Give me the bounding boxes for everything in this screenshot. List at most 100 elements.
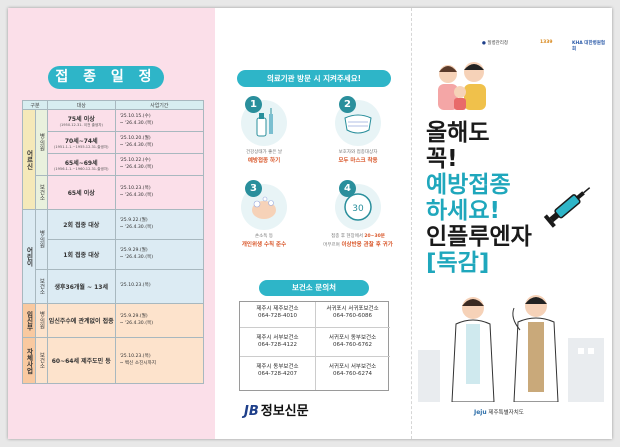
tip-caption: 접종 후 현장에서 (331, 234, 363, 239)
row-start: '25.10.20.(월) (119, 136, 151, 141)
kdca-logo: ● 질병관리청 (482, 41, 509, 46)
tip-caption: 손소독 등 (255, 234, 273, 239)
row-detail: (1951.1.1.~1955.12.31.출생자) (53, 144, 109, 149)
row-start: '25.10.22.(수) (119, 158, 151, 163)
row-end: ~ '26.4.30.(목) (119, 320, 154, 326)
clinic-item: 서귀포시 서귀포보건소 064-760-6086 (315, 306, 390, 328)
clinic-name: 제주시 제주보건소 (256, 306, 299, 312)
tip-action: 개인위생 수칙 준수 (241, 242, 287, 248)
tip-action: 예방접종 하기 (247, 158, 281, 164)
row-target: 60~64세 제주도민 등 (51, 358, 111, 365)
syringe-icon: 1 (241, 96, 287, 146)
headline-line-2: 꼭! (426, 146, 458, 172)
newspaper-watermark: JB 정보신문 (244, 400, 309, 419)
tip-action: 모두 마스크 착용 (338, 158, 378, 164)
headline-line-4: 하세요! (426, 198, 500, 224)
tip-number: 2 (339, 96, 356, 113)
table-row: 65세~69세 (1956.1.1.~1960.12.31.출생자) '25.10… (23, 153, 205, 176)
clinic-phone: 064-728-4010 (258, 313, 297, 319)
tip-number: 1 (245, 96, 262, 113)
schedule-title: 접 종 일 정 (48, 66, 164, 89)
schedule-table: 구분 대상 사업기간 어르신 병·의원 75세 이상 (1950.12.31. 이… (22, 100, 205, 384)
sub-health-center: 보건소 (34, 175, 48, 210)
clinic-item: 제주시 동부보건소 064-728-4207 (240, 364, 315, 386)
row-detail: (1950.12.31. 이전 출생자) (59, 122, 103, 127)
row-end: ~ '26.4.30.(목) (119, 224, 154, 230)
row-target: 1회 접종 대상 (63, 252, 100, 259)
visit-guide-panel: 의료기관 방문 시 지켜주세요! 1 건강상태가 좋은 날 예방접종 하기 2 (215, 8, 412, 439)
clinic-name: 서귀포시 서부보건소 (328, 364, 377, 370)
tip-action: 이상반응 관찰 후 귀가 (341, 242, 393, 248)
table-header-row: 구분 대상 사업기간 (22, 100, 205, 110)
row-detail: (1956.1.1.~1960.12.31.출생자) (53, 166, 109, 171)
row-start: '25.9.29.(월) (119, 314, 148, 319)
clinic-name: 제주시 동부보건소 (256, 364, 299, 370)
row-start: '25.10.23.(목) (119, 186, 151, 191)
row-start: '25.9.29.(월) (119, 248, 148, 253)
group-seniors: 어르신 (22, 109, 36, 210)
kha-logo: KHA 대한병원협회 (572, 41, 606, 52)
tip-4: 4 30 접종 후 현장에서 20~30분 머무르며 이상반응 관찰 후 귀가 (315, 180, 401, 248)
syringe-icon (543, 187, 591, 228)
clinic-phone: 064-760-6086 (333, 313, 372, 319)
header-period: 사업기간 (114, 100, 205, 110)
sub-health-center: 보건소 (34, 269, 48, 304)
hotline-logo: 1339 (540, 40, 553, 45)
row-start: '25.10.15.(수) (119, 114, 151, 119)
header-category: 구분 (22, 100, 48, 110)
row-end: ~ '26.4.30.(목) (119, 142, 154, 148)
clinic-phone: 064-728-4122 (258, 342, 297, 348)
clinic-phone: 064-760-6274 (333, 371, 372, 377)
row-target: 75세 이상 (67, 115, 95, 123)
divider (315, 302, 316, 390)
table-row: 보건소 65세 이상 '25.10.23.(목) ~ '26.4.30.(목) (23, 175, 205, 210)
clinic-title: 보건소 문의처 (259, 280, 369, 296)
watermark-name: 정보신문 (260, 404, 309, 419)
sub-clinic: 병·의원 (34, 109, 48, 176)
row-start: '25.10.23.(목) (119, 354, 151, 359)
tip-wait-time: 20~30분 (364, 234, 385, 239)
row-start: '25.9.22.(월) (119, 218, 148, 223)
header-target: 대상 (46, 100, 116, 110)
tip-number: 4 (339, 180, 356, 197)
row-target: 70세~74세 (64, 137, 98, 145)
row-start: '25.10.23.(목) (119, 283, 151, 289)
row-target: 65세 이상 (67, 190, 95, 197)
cover-panel: ● 질병관리청 1339 KHA 대한병원협회 올해도 꼭! 예방접종 하세요!… (412, 8, 612, 439)
row-end: ~ '26.4.30.(목) (119, 192, 154, 198)
visit-title: 의료기관 방문 시 지켜주세요! (237, 70, 391, 87)
table-row: 어르신 병·의원 75세 이상 (1950.12.31. 이전 출생자) '25.… (22, 109, 205, 210)
jeju-footer: Jeju 제주특별자치도 (474, 408, 524, 416)
tip-stay: 머무르며 (323, 243, 340, 248)
row-target: 생후36개월 ~ 13세 (54, 284, 109, 291)
group-children: 어린이 (22, 209, 36, 304)
clinic-name: 제주시 서부보건소 (256, 335, 299, 341)
watermark-logo: JB (244, 404, 259, 419)
table-row: 1회 접종 대상 '25.9.29.(월) ~ '26.4.30.(목) (23, 239, 205, 270)
doctors-illustration (418, 295, 604, 402)
handwash-icon: 3 (241, 180, 287, 230)
clock-icon: 4 30 (335, 180, 381, 230)
clinic-item: 서귀포시 서부보건소 064-760-6274 (315, 364, 390, 386)
brochure-sheet: 접 종 일 정 구분 대상 사업기간 어르신 병·의원 75세 이상 (1950.… (8, 8, 612, 439)
sub-clinic: 병·의원 (34, 303, 48, 338)
row-end: ~ '26.4.30.(목) (119, 120, 154, 126)
group-pregnant: 임신부 (22, 303, 36, 338)
clinic-name: 서귀포시 서귀포보건소 (326, 306, 379, 312)
headline-line-6: [독감] (426, 250, 490, 276)
group-self-project: 자체사업 (22, 337, 36, 384)
row-target: 임신주수에 관계없이 접종 (48, 318, 114, 325)
row-end: ~ 백신 소진시까지 (119, 360, 156, 366)
tip-1: 1 건강상태가 좋은 날 예방접종 하기 (229, 96, 299, 164)
clinic-item: 제주시 서부보건소 064-728-4122 (240, 335, 315, 357)
tip-caption: 보호자와 접종대상자 (338, 150, 378, 155)
table-row: 어린이 병·의원 2회 접종 대상 '25.9.22.(월) ~ '26.4.30… (22, 209, 205, 304)
tip-caption: 건강상태가 좋은 날 (246, 150, 282, 155)
clinic-item: 서귀포시 동부보건소 064-760-6762 (315, 335, 390, 357)
table-row: 임신부 병·의원 임신주수에 관계없이 접종 '25.9.29.(월) ~ '26… (22, 303, 205, 338)
headline-line-3: 예방접종 (426, 172, 511, 198)
clock-label: 30 (352, 204, 364, 214)
jeju-name: 제주특별자치도 (488, 410, 524, 416)
tip-number: 3 (245, 180, 262, 197)
row-end: ~ '26.4.30.(목) (119, 254, 154, 260)
